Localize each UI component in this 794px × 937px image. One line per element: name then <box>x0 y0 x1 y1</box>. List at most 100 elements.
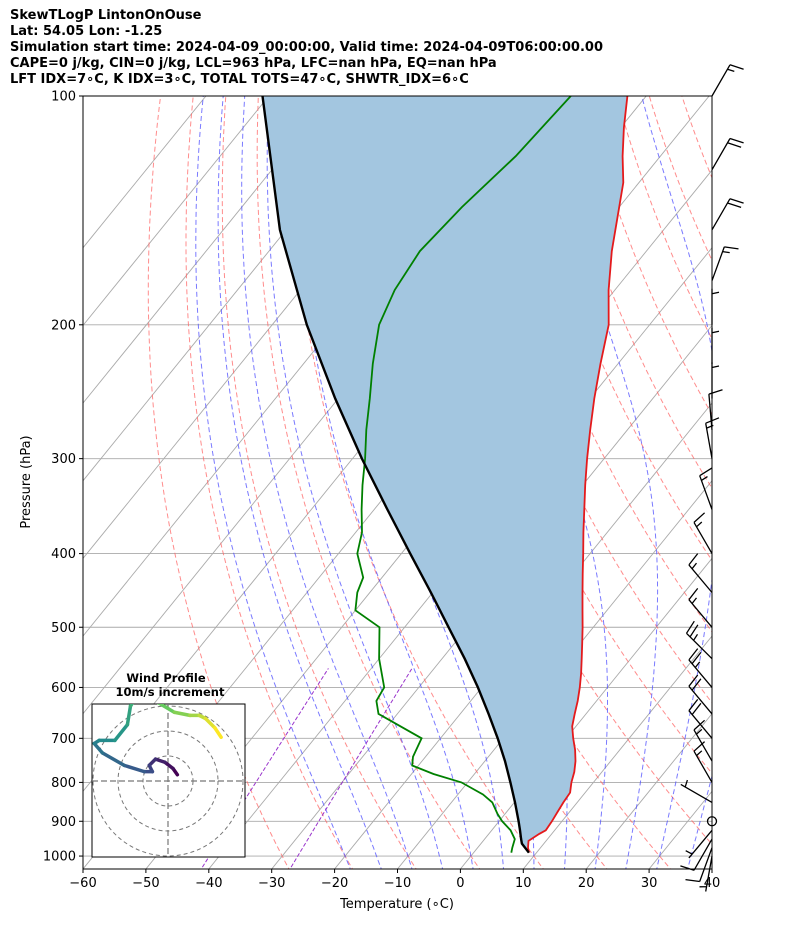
isotherm-line <box>522 635 712 869</box>
y-tick-label: 300 <box>51 452 76 467</box>
wind-barb <box>693 741 713 783</box>
isotherm-line <box>334 402 712 869</box>
x-tick-label: 30 <box>641 876 658 891</box>
y-tick-label: 500 <box>51 621 76 636</box>
wind-barb <box>711 362 720 399</box>
y-tick-label: 700 <box>51 732 76 747</box>
dry-adiabat-line <box>147 96 290 869</box>
dry-adiabat-line <box>780 96 794 872</box>
x-axis-label: Temperature (∘C) <box>339 897 454 912</box>
hodograph-segment <box>213 726 223 739</box>
inset-title: Wind Profile <box>126 671 206 685</box>
inset-subtitle: 10m/s increment <box>116 685 225 699</box>
hodograph-segment <box>125 704 133 727</box>
dry-adiabat-line <box>648 96 712 262</box>
moist-adiabat-line <box>195 96 351 869</box>
mixing-ratio-line <box>289 668 413 869</box>
wind-barb <box>688 588 713 628</box>
isotherm-line <box>648 790 712 869</box>
x-tick-label: −10 <box>384 876 411 891</box>
hodograph-segment <box>203 716 217 730</box>
wind-barb <box>711 327 720 364</box>
wind-barb <box>708 389 723 430</box>
chart-header: SkewTLogP LintonOnOuse Lat: 54.05 Lon: -… <box>10 8 603 88</box>
hodograph-segment <box>172 710 192 718</box>
dry-adiabat-line <box>290 96 544 869</box>
wind-barb <box>711 64 744 97</box>
y-tick-label: 800 <box>51 776 76 791</box>
cape-line: CAPE=0 j/kg, CIN=0 j/kg, LCL=963 hPa, LF… <box>10 56 497 71</box>
x-tick-label: −20 <box>321 876 348 891</box>
wind-barb <box>685 847 713 883</box>
parcel-path-line <box>261 96 530 854</box>
isotherm-line <box>585 712 712 869</box>
wind-barb <box>711 198 744 231</box>
isotherm-line <box>83 96 270 327</box>
y-tick-label: 900 <box>51 815 76 830</box>
wind-barb <box>688 699 713 739</box>
hodograph-segment <box>113 723 130 743</box>
moist-adiabat-line <box>542 96 659 869</box>
wind-barb <box>711 137 744 171</box>
y-tick-label: 600 <box>51 681 76 696</box>
wind-barbs <box>680 64 744 892</box>
hodograph-segment <box>157 704 176 714</box>
dry-adiabat-line <box>747 96 794 872</box>
y-tick-label: 100 <box>51 90 76 105</box>
wind-barb <box>711 246 739 281</box>
wind-barb <box>693 719 713 762</box>
x-tick-label: 0 <box>456 876 464 891</box>
wind-barb <box>688 553 713 593</box>
x-tick-label: −50 <box>132 876 159 891</box>
chart-title: SkewTLogP LintonOnOuse <box>10 8 202 23</box>
moist-adiabat-line <box>641 96 712 869</box>
x-tick-label: −60 <box>69 876 96 891</box>
dry-adiabat-line <box>616 96 712 340</box>
wind-barb <box>680 838 713 871</box>
wind-barb <box>680 779 713 803</box>
indices-line: LFT IDX=7∘C, K IDX=3∘C, TOTAL TOTS=47∘C,… <box>10 72 469 87</box>
dry-adiabat-line <box>681 96 712 180</box>
wind-barb <box>711 288 720 325</box>
hodograph-segment <box>128 704 134 708</box>
time-line: Simulation start time: 2024-04-09_00:00:… <box>10 40 603 55</box>
axis-ticks: −60 −50 −40 −30 −20 −10 0 10 20 30 401002003004005… <box>43 90 720 892</box>
wind-barb <box>685 620 713 660</box>
profile-lines <box>261 96 629 854</box>
moist-adiabat-line <box>217 96 382 869</box>
hodograph-segment <box>92 741 105 755</box>
dewpoint-line <box>354 96 572 853</box>
y-axis-label: Pressure (hPa) <box>19 435 34 528</box>
dry-adiabat-line <box>420 96 712 775</box>
temperature-line <box>527 96 629 853</box>
wind-barb <box>688 648 713 688</box>
wind-barb <box>688 674 713 715</box>
isotherm-line <box>83 96 333 404</box>
hodograph-segment <box>122 763 146 774</box>
y-tick-label: 1000 <box>43 850 76 865</box>
moist-adiabat-line <box>241 96 413 869</box>
moist-adiabat-line <box>718 96 794 872</box>
y-tick-label: 400 <box>51 547 76 562</box>
wind-barb <box>699 467 713 510</box>
wind-barb-calm <box>706 816 718 827</box>
dry-adiabat-line <box>185 96 354 869</box>
wind-barb <box>699 855 713 892</box>
x-tick-label: −40 <box>195 876 222 891</box>
x-tick-label: 20 <box>578 876 595 891</box>
x-tick-label: 10 <box>515 876 532 891</box>
x-tick-label: −30 <box>258 876 285 891</box>
location-line: Lat: 54.05 Lon: -1.25 <box>10 24 163 39</box>
mixing-ratio-line <box>200 668 329 869</box>
cape-cin-shading <box>262 96 628 853</box>
hodograph-segment <box>100 751 126 768</box>
wind-profile-inset: Wind Profile 10m/s increment <box>91 671 246 858</box>
moist-adiabat-line <box>266 96 444 869</box>
dry-adiabat-line <box>583 96 712 416</box>
cin-shaded-area <box>262 96 628 853</box>
isotherm-line <box>83 96 207 249</box>
y-tick-label: 200 <box>51 318 76 333</box>
dry-adiabat-line <box>715 96 794 872</box>
wind-barb <box>693 512 713 554</box>
